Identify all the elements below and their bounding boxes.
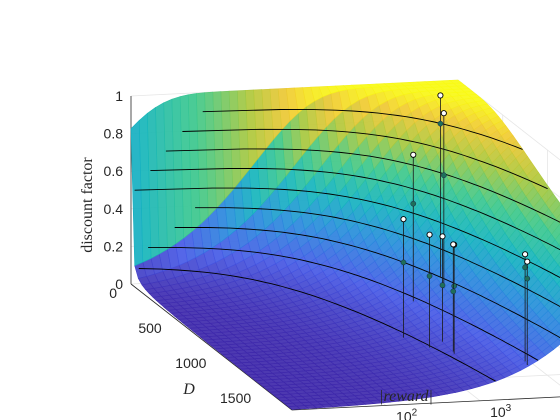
- fitted-point: [400, 259, 407, 266]
- surface: [130, 79, 560, 410]
- tick-labels: 00.20.40.60.81050010001500102103104: [104, 88, 512, 420]
- y-axis-label: |reward|: [379, 388, 433, 405]
- z-axis-label: discount factor: [79, 157, 96, 253]
- z-tick-label: 0.6: [104, 163, 124, 179]
- y-tick-label: 103: [490, 403, 512, 420]
- contour-line: [150, 168, 560, 251]
- contour-line: [174, 227, 560, 339]
- empirical-point: [524, 258, 531, 265]
- empirical-point: [410, 151, 417, 158]
- fitted-point: [439, 282, 446, 289]
- x-tick-label: 500: [138, 320, 162, 336]
- x-axis-line: [130, 283, 293, 411]
- fitted-point: [426, 273, 433, 279]
- contour-lines: [134, 109, 560, 382]
- empirical-point: [437, 92, 444, 99]
- fitted-point: [441, 172, 447, 179]
- data-stems: [400, 92, 531, 366]
- empirical-point: [450, 241, 457, 248]
- y-tick-base: 10: [490, 404, 506, 420]
- z-tick-label: 0.2: [104, 238, 124, 254]
- x-axis-label: D: [182, 381, 195, 398]
- y-tick-exponent: 3: [506, 403, 512, 414]
- z-tick-label: 0: [115, 276, 123, 292]
- surface-patch: [130, 119, 144, 267]
- x-tick-label: 1500: [220, 390, 251, 406]
- empirical-point: [426, 231, 433, 238]
- contour-line: [148, 247, 539, 361]
- fitted-point: [524, 275, 531, 282]
- fitted-point: [437, 120, 444, 127]
- x-tick-label: 0: [109, 285, 117, 301]
- y-axis-line: [291, 396, 560, 411]
- empirical-point: [400, 216, 407, 223]
- fitted-point: [451, 283, 457, 289]
- z-tick-label: 1: [115, 88, 123, 104]
- contour-line: [165, 148, 560, 223]
- z-tick-label: 0.4: [104, 201, 124, 217]
- fitted-point: [410, 200, 417, 207]
- y-tick-label: 102: [396, 407, 418, 420]
- x-tick-label: 1000: [175, 355, 206, 371]
- z-tick-label: 0.8: [104, 126, 124, 142]
- y-tick-exponent: 2: [412, 407, 418, 418]
- fitted-point: [450, 288, 457, 295]
- empirical-point: [522, 251, 529, 258]
- contour-line: [202, 109, 523, 150]
- contour-line: [134, 187, 560, 278]
- contour-line: [195, 207, 560, 308]
- empirical-point: [440, 110, 447, 117]
- contour-line: [182, 128, 548, 190]
- contour-line: [138, 268, 496, 382]
- y-tick-base: 10: [396, 408, 412, 420]
- fitted-point: [522, 264, 528, 271]
- surface-patch: [557, 261, 560, 269]
- empirical-point: [439, 233, 446, 240]
- grid-line: [457, 79, 560, 161]
